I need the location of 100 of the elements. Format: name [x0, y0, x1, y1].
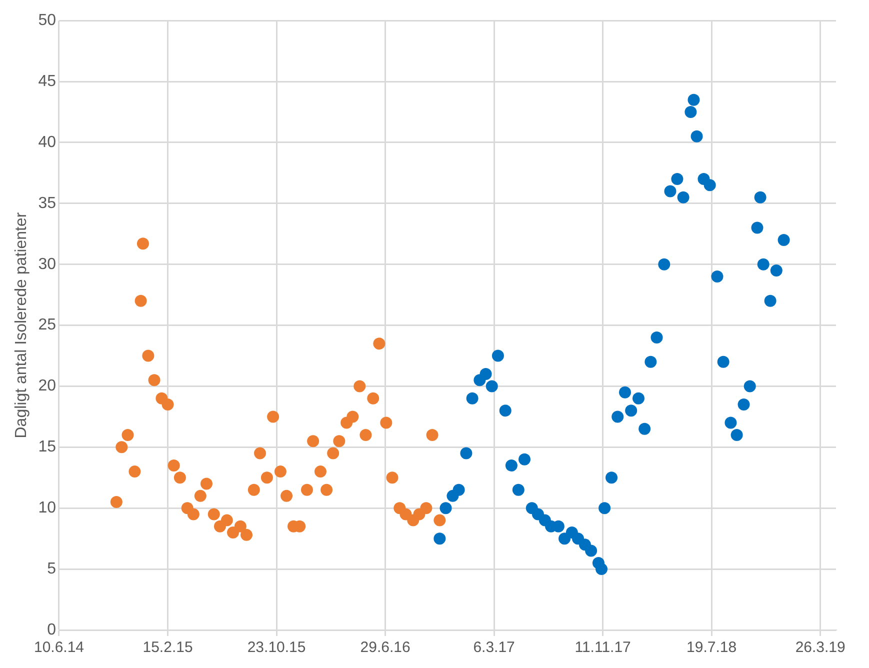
y-tick-label: 45	[38, 72, 56, 90]
point	[234, 520, 246, 532]
point	[136, 238, 149, 250]
point	[280, 490, 293, 502]
point	[499, 404, 512, 417]
point	[346, 410, 359, 423]
point	[128, 466, 141, 478]
point	[492, 350, 504, 362]
point	[452, 484, 465, 496]
y-tick-label: 30	[38, 256, 56, 273]
point	[267, 410, 280, 423]
point	[744, 380, 756, 392]
point	[690, 130, 703, 142]
x-tick-label: 29.6.16	[360, 639, 410, 656]
point	[644, 356, 657, 368]
point	[632, 392, 644, 404]
point	[512, 484, 524, 496]
point	[274, 466, 286, 478]
point	[434, 514, 446, 526]
point	[248, 484, 260, 496]
point	[671, 173, 684, 186]
point	[307, 435, 320, 448]
point	[764, 294, 776, 307]
point	[240, 528, 253, 541]
point	[168, 459, 180, 472]
point	[677, 191, 690, 204]
point	[612, 410, 624, 423]
point	[260, 472, 273, 484]
point	[386, 472, 398, 484]
point	[174, 472, 186, 484]
point	[434, 532, 446, 545]
point	[751, 222, 764, 234]
point	[619, 386, 631, 398]
y-tick-label: 25	[38, 316, 56, 334]
y-tick-label: 50	[38, 12, 56, 30]
y-axis-title: Dagligt antal Isolerede patienter	[13, 212, 30, 438]
y-tick-label: 0	[47, 621, 56, 638]
point	[110, 496, 122, 508]
y-tick-label: 35	[38, 194, 56, 212]
point	[187, 508, 200, 520]
point	[116, 441, 128, 454]
point	[658, 258, 670, 270]
point	[757, 258, 770, 270]
point	[373, 338, 386, 350]
point	[518, 453, 531, 466]
x-tick-label: 6.3.17	[473, 639, 515, 656]
point	[314, 466, 326, 478]
x-tick-label: 19.7.18	[686, 639, 737, 656]
point	[360, 428, 372, 441]
point	[730, 428, 743, 441]
y-tick-label: 5	[47, 560, 56, 578]
x-tick-label: 10.6.14	[34, 639, 84, 656]
point	[754, 191, 766, 204]
point	[440, 502, 452, 514]
point	[194, 490, 206, 502]
y-tick-label: 15	[38, 438, 56, 456]
point	[380, 416, 392, 429]
point	[426, 428, 438, 441]
x-tick-label: 23.10.15	[247, 639, 306, 656]
point	[300, 484, 313, 496]
point	[480, 368, 492, 380]
point	[688, 94, 700, 106]
y-tick-label: 10	[38, 500, 56, 517]
point	[684, 106, 697, 118]
y-tick-label: 20	[38, 378, 56, 395]
point	[505, 459, 518, 472]
point	[354, 380, 366, 392]
point	[638, 422, 651, 435]
point	[142, 350, 154, 362]
point	[778, 234, 790, 246]
point	[486, 380, 498, 392]
point	[208, 508, 220, 520]
point	[460, 447, 472, 460]
point	[466, 392, 478, 404]
point	[704, 179, 716, 192]
point	[596, 563, 608, 576]
point	[585, 544, 598, 557]
point	[320, 484, 333, 496]
point	[122, 428, 134, 441]
point	[367, 392, 380, 404]
point	[717, 356, 730, 368]
x-tick-label: 26.3.19	[795, 639, 846, 656]
point	[598, 502, 611, 514]
point	[134, 294, 147, 307]
point	[606, 472, 618, 484]
point	[420, 502, 432, 514]
point	[327, 447, 340, 460]
point	[254, 447, 266, 460]
point	[738, 398, 750, 411]
y-tick-label: 40	[38, 134, 56, 151]
point	[220, 514, 233, 526]
point	[148, 374, 160, 386]
point	[711, 270, 724, 283]
point	[200, 478, 212, 490]
point	[162, 398, 174, 411]
point	[770, 264, 782, 276]
point	[333, 435, 346, 448]
x-tick-label: 15.2.15	[142, 639, 193, 656]
point	[724, 416, 737, 429]
x-tick-label: 11.11.17	[574, 639, 631, 656]
